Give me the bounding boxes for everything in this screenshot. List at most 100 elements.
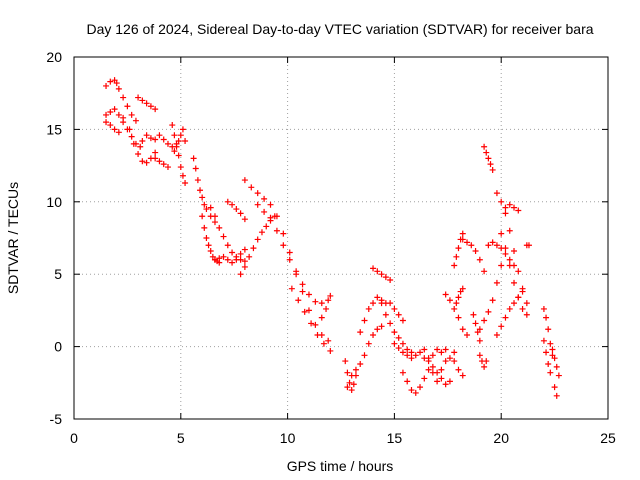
data-point <box>211 213 218 220</box>
data-point <box>374 268 381 275</box>
data-point <box>254 236 261 243</box>
data-point <box>111 126 118 133</box>
y-tick-label: 0 <box>54 339 62 355</box>
data-point <box>312 321 319 328</box>
data-point <box>115 129 122 136</box>
series-u <box>344 323 385 391</box>
data-point <box>258 229 265 236</box>
data-point <box>250 245 257 252</box>
data-point <box>103 111 110 118</box>
data-point <box>233 206 240 213</box>
data-point <box>382 311 389 318</box>
data-point <box>130 140 137 147</box>
data-point <box>553 363 560 370</box>
data-point <box>412 352 419 359</box>
data-point <box>216 224 223 231</box>
data-point <box>395 311 402 318</box>
data-points <box>103 77 562 399</box>
data-point <box>201 224 208 231</box>
y-tick-label: 10 <box>46 194 62 210</box>
data-point <box>493 242 500 249</box>
series-ae <box>442 291 471 339</box>
data-point <box>502 204 509 211</box>
data-point <box>229 259 236 266</box>
data-point <box>160 161 167 168</box>
data-point <box>160 136 167 143</box>
data-point <box>374 326 381 333</box>
data-point <box>506 201 513 208</box>
data-point <box>459 372 466 379</box>
data-point <box>395 334 402 341</box>
series-e <box>135 94 159 113</box>
data-point <box>543 349 550 356</box>
data-point <box>111 106 118 113</box>
data-point <box>523 311 530 318</box>
data-point <box>220 233 227 240</box>
data-point <box>203 206 210 213</box>
data-point <box>434 378 441 385</box>
data-point <box>442 346 449 353</box>
series-ad <box>451 230 466 269</box>
data-point <box>344 384 351 391</box>
data-point <box>301 308 308 315</box>
data-point <box>370 300 377 307</box>
data-point <box>103 82 110 89</box>
data-point <box>327 292 334 299</box>
data-point <box>323 305 330 312</box>
data-point <box>489 239 496 246</box>
data-point <box>459 285 466 292</box>
data-point <box>502 314 509 321</box>
data-point <box>344 369 351 376</box>
data-point <box>135 94 142 101</box>
data-point <box>429 363 436 370</box>
data-point <box>472 248 479 255</box>
data-point <box>241 258 248 265</box>
series-m <box>211 246 248 266</box>
data-point <box>197 187 204 194</box>
data-point <box>224 198 231 205</box>
data-point <box>261 195 268 202</box>
data-point <box>485 155 492 162</box>
data-point <box>229 201 236 208</box>
series-j <box>190 155 218 226</box>
data-point <box>233 256 240 263</box>
data-point <box>446 297 453 304</box>
data-point <box>308 320 315 327</box>
series-aq <box>523 242 532 249</box>
series-ap <box>502 201 522 214</box>
data-point <box>515 207 522 214</box>
data-point <box>464 332 471 339</box>
data-point <box>241 263 248 270</box>
data-point <box>175 152 182 159</box>
data-point <box>459 230 466 237</box>
data-point <box>147 103 154 110</box>
data-point <box>451 305 458 312</box>
data-point <box>152 106 159 113</box>
data-point <box>305 291 312 298</box>
series-w <box>370 265 394 283</box>
data-point <box>555 372 562 379</box>
data-point <box>446 378 453 385</box>
data-point <box>325 337 332 344</box>
data-point <box>224 256 231 263</box>
series-n <box>224 198 248 223</box>
data-point <box>506 256 513 263</box>
data-point <box>318 300 325 307</box>
data-point <box>237 210 244 217</box>
data-point <box>442 381 449 388</box>
series-a <box>103 77 139 124</box>
data-point <box>417 349 424 356</box>
data-point <box>156 132 163 139</box>
data-point <box>481 143 488 150</box>
data-point <box>203 235 210 241</box>
data-point <box>455 366 462 373</box>
series-ar <box>540 305 556 359</box>
data-point <box>348 387 355 394</box>
data-point <box>453 300 460 307</box>
data-point <box>487 161 494 168</box>
series-v <box>357 294 406 336</box>
data-point <box>299 288 306 295</box>
data-point <box>543 314 550 321</box>
data-point <box>391 329 398 336</box>
